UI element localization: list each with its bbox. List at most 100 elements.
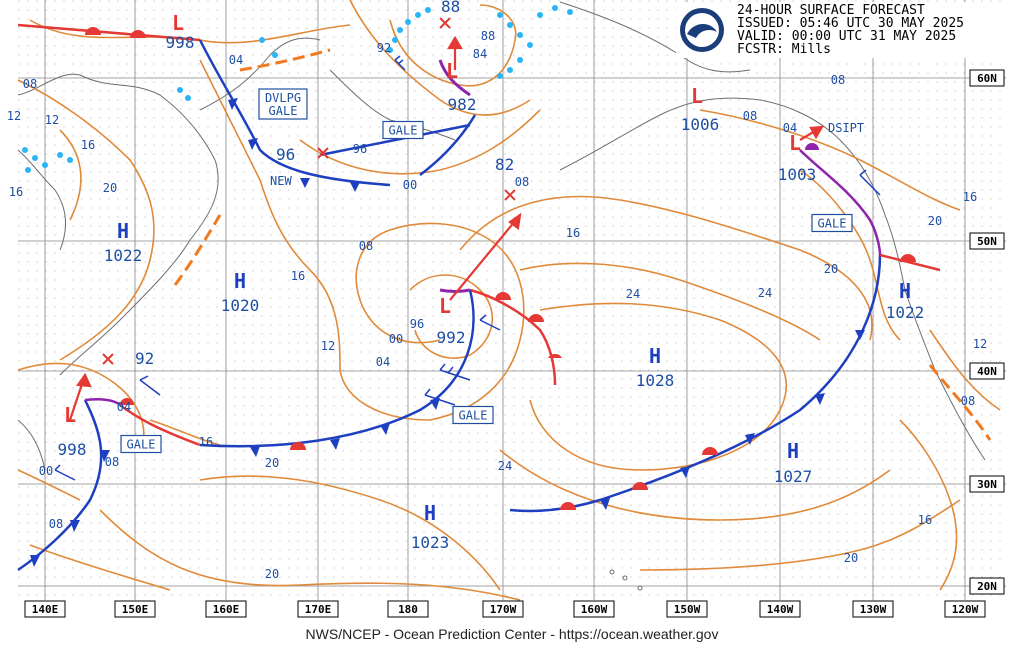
longitude-label-box: [114, 600, 156, 618]
pressure-value: 1020: [221, 296, 260, 315]
latitude-label-box: [969, 69, 1005, 87]
isobar-label: 08: [515, 175, 529, 189]
warning-box: [382, 120, 424, 140]
isobar-label: 16: [9, 185, 23, 199]
pressure-value: 992: [437, 328, 466, 347]
isobar-label: 12: [45, 113, 59, 127]
pressure-value: 998: [166, 33, 195, 52]
high-symbol: H: [899, 279, 911, 303]
high-symbol: H: [117, 219, 129, 243]
isobar-label: 08: [961, 394, 975, 408]
isobar-label: 24: [498, 459, 512, 473]
longitude-label-box: [852, 600, 894, 618]
latitude-label: 20N: [977, 580, 997, 593]
header-line-3: VALID: 00:00 UTC 31 MAY 2025: [737, 29, 956, 44]
isobar-label: 08: [23, 77, 37, 91]
low-symbol: L: [446, 59, 458, 83]
isobar-label: 20: [844, 551, 858, 565]
isobar-label: 08: [743, 109, 757, 123]
isobar-label: 88: [481, 29, 495, 43]
header-line-4: FCSTR: Mills: [737, 42, 831, 57]
longitude-label-box: [297, 600, 339, 618]
noaa-logo-text: NOAA: [695, 18, 710, 24]
isobar-labels: 08 12 16 20 04 00 96 92 88 84 08 16 24 20 24 16 12 08 04 00…: [7, 29, 987, 581]
longitude-label: 140E: [32, 603, 59, 616]
footer-credit: NWS/NCEP - Ocean Prediction Center - htt…: [305, 626, 719, 642]
pressure-value: 982: [448, 95, 477, 114]
longitude-label: 160W: [581, 603, 608, 616]
isobar-label: 00: [403, 178, 417, 192]
high-symbol: H: [787, 439, 799, 463]
low-symbol: L: [789, 131, 801, 155]
dsipt-label: DSIPT: [828, 121, 864, 135]
isobar-label: 12: [321, 339, 335, 353]
isobar-label: 16: [963, 190, 977, 204]
latitude-label: 40N: [977, 365, 997, 378]
longitude-label-box: [666, 600, 708, 618]
isobar-label: 96: [353, 142, 367, 156]
isobar-label: 12: [7, 109, 21, 123]
warning-text: GALE: [818, 217, 847, 231]
movement-arrows: [68, 35, 825, 421]
longitude-label-box: [759, 600, 801, 618]
longitude-label: 140W: [767, 603, 794, 616]
warning-text: GALE: [127, 438, 156, 452]
wind-barbs: [54, 55, 881, 481]
longitude-label: 120W: [952, 603, 979, 616]
longitude-label: 160E: [213, 603, 240, 616]
pressure-value: 1006: [681, 115, 720, 134]
low-92-label: 92: [135, 349, 154, 368]
low-symbol: L: [172, 11, 184, 35]
warning-text: GALE: [459, 409, 488, 423]
isobar-label: 20: [265, 567, 279, 581]
troughs: [173, 48, 992, 441]
longitude-label-box: [387, 600, 429, 618]
header-line-1: 24-HOUR SURFACE FORECAST: [737, 3, 925, 18]
low-symbol: L: [439, 294, 451, 318]
latitude-label: 50N: [977, 235, 997, 248]
warning-box: [120, 434, 162, 454]
longitude-label-box: [205, 600, 247, 618]
header-line-2: ISSUED: 05:46 UTC 30 MAY 2025: [737, 16, 964, 31]
x-marks: [102, 17, 516, 365]
isobar-label: 08: [359, 239, 373, 253]
fronts: [17, 23, 941, 572]
isobar-label: 24: [758, 286, 772, 300]
isobar-label: 24: [626, 287, 640, 301]
longitude-label-box: [24, 600, 66, 618]
pressure-value: 998: [58, 440, 87, 459]
pressure-value: 1028: [636, 371, 675, 390]
isobar-label: 04: [376, 355, 390, 369]
new-label: NEW: [270, 174, 292, 188]
warning-box: [258, 88, 308, 120]
isobar-label: 20: [265, 456, 279, 470]
pressure-value: 1003: [778, 165, 817, 184]
high-symbol: H: [234, 269, 246, 293]
low-96-label: 96: [276, 145, 295, 164]
isobar-label: 08: [831, 73, 845, 87]
latitude-label-box: [969, 577, 1005, 595]
latitude-label-box: [969, 475, 1005, 493]
isobar-label: 20: [928, 214, 942, 228]
longitude-label: 170E: [305, 603, 332, 616]
coastlines: [17, 1, 986, 591]
isobar-label: 04: [229, 53, 243, 67]
latitude-label-box: [969, 232, 1005, 250]
low-82-label: 82: [495, 155, 514, 174]
isobar-label: 12: [973, 337, 987, 351]
isobar-label: 08: [105, 455, 119, 469]
latitude-label: 60N: [977, 72, 997, 85]
warning-text: GALE: [269, 104, 298, 118]
dotted-grid: [18, 0, 1006, 600]
isobar-label: 08: [49, 517, 63, 531]
isobar-label: 04: [117, 400, 131, 414]
isobar-label: 16: [291, 269, 305, 283]
longitude-label: 130W: [860, 603, 887, 616]
warning-text: DVLPG: [265, 91, 301, 105]
ice-edge: [22, 5, 573, 173]
header-box: NOAA 24-HOUR SURFACE FORECAST ISSUED: 05…: [676, 2, 1004, 58]
isobar-label: 04: [783, 121, 797, 135]
warning-text: GALE: [389, 124, 418, 138]
isobars: [17, 0, 1001, 601]
longitude-label-box: [482, 600, 524, 618]
